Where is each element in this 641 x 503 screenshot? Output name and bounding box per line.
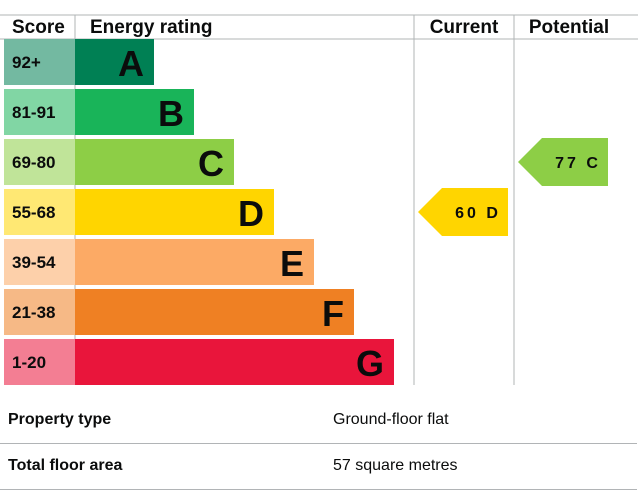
score-label-g: 1-20: [12, 353, 46, 372]
band-letter-b: B: [158, 93, 184, 134]
band-bar-f: [75, 289, 354, 335]
band-bar-d: [75, 189, 274, 235]
band-bar-g: [75, 339, 394, 385]
score-cell-f: [4, 289, 75, 335]
score-cell-g: [4, 339, 75, 385]
band-letter-f: F: [322, 293, 344, 334]
property-type-value: Ground-floor flat: [333, 411, 449, 428]
current-arrow: [418, 188, 508, 236]
score-label-f: 21-38: [12, 303, 55, 322]
band-letter-g: G: [356, 343, 384, 384]
band-letter-a: A: [118, 43, 144, 84]
band-bar-c: [75, 139, 234, 185]
property-type-label: Property type: [8, 411, 112, 428]
total-floor-area-value: 57 square metres: [333, 457, 458, 474]
score-cell-e: [4, 239, 75, 285]
energy-rating-header: Energy rating: [90, 17, 212, 38]
rating-bands: 92+ A 81-91 B 69-80 C 55-68 D 39-54 E 21-38 F 1-20 G: [4, 39, 394, 385]
current-header: Current: [430, 17, 499, 38]
band-letter-c: C: [198, 143, 224, 184]
score-cell-a: [4, 39, 75, 85]
band-bar-e: [75, 239, 314, 285]
score-label-e: 39-54: [12, 253, 56, 272]
chart-header: Score Energy rating Current Potential: [12, 17, 609, 38]
total-floor-area-row: Total floor area 57 square metres: [0, 444, 637, 490]
potential-header: Potential: [529, 17, 609, 38]
current-rating-label: 60 D: [455, 205, 501, 222]
potential-rating-label: 77 C: [555, 155, 601, 172]
score-cell-b: [4, 89, 75, 135]
score-cell-d: [4, 189, 75, 235]
band-letter-e: E: [280, 243, 304, 284]
score-label-a: 92+: [12, 53, 41, 72]
score-label-c: 69-80: [12, 153, 55, 172]
score-header: Score: [12, 17, 65, 38]
energy-rating-chart: Score Energy rating Current Potential 92…: [0, 14, 638, 385]
band-bar-b: [75, 89, 194, 135]
band-letter-d: D: [238, 193, 264, 234]
score-label-b: 81-91: [12, 103, 55, 122]
rating-arrows: 60 D 77 C: [418, 138, 608, 236]
potential-arrow: [518, 138, 608, 186]
property-type-row: Property type Ground-floor flat: [0, 398, 637, 444]
band-bar-a: [75, 39, 154, 85]
total-floor-area-label: Total floor area: [8, 457, 123, 474]
score-cell-c: [4, 139, 75, 185]
property-details: Property type Ground-floor flat Total fl…: [0, 398, 637, 490]
score-label-d: 55-68: [12, 203, 55, 222]
